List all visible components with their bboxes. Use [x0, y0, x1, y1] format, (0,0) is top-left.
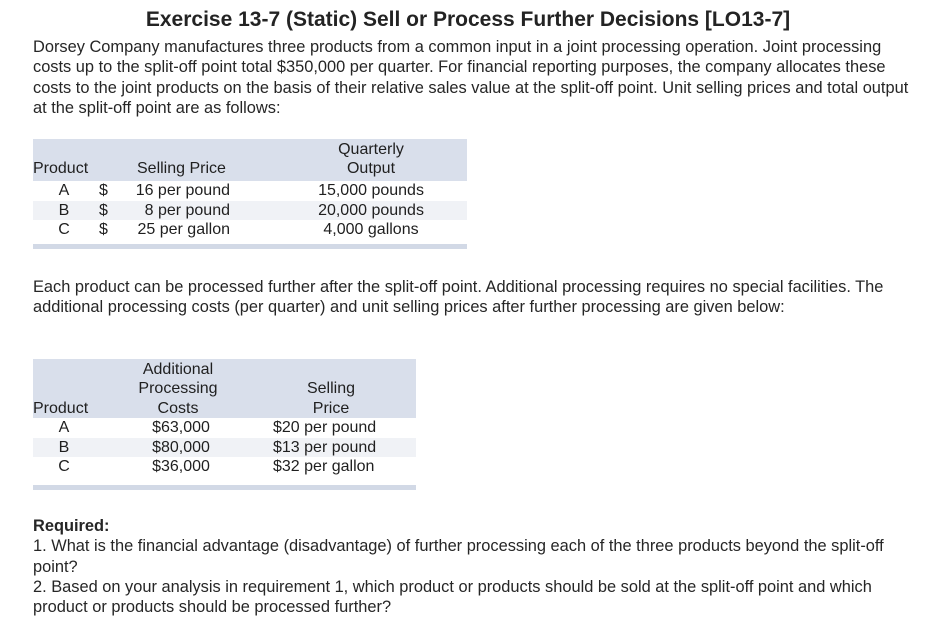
row-product: B [58, 201, 70, 219]
header-product: Product [33, 400, 89, 417]
row-price: $13 per pound [273, 438, 377, 456]
row-price: $32 per gallon [273, 458, 375, 476]
row-price: 16 per pound [135, 182, 230, 199]
further-processing-paragraph: Each product can be processed further af… [33, 278, 884, 317]
split-off-table: Product Selling Price Quarterly Output A… [33, 139, 467, 252]
row-price: 25 per gallon [137, 221, 230, 239]
header-costs-line3: Costs [157, 400, 199, 417]
required-item-2: 2. Based on your analysis in requirement… [33, 577, 872, 617]
header-output-line2: Output [346, 160, 396, 177]
row-cost: $63,000 [152, 419, 210, 436]
row-cost: $80,000 [152, 438, 210, 456]
table-row: B $ 8 per pound 20,000 pounds [33, 200, 467, 221]
table-row: A $ 16 per pound 15,000 pounds [33, 181, 467, 201]
required-item-1: 1. What is the financial advantage (disa… [33, 537, 884, 576]
table-row: C $ 25 per gallon 4,000 gallons [33, 220, 467, 240]
table-row: A $63,000 $20 per pound [33, 418, 416, 438]
row-output: 4,000 gallons [323, 221, 419, 239]
row-product: A [58, 419, 70, 436]
row-output: 15,000 pounds [318, 182, 424, 199]
row-dollar: $ [99, 201, 108, 219]
header-price-line1: Selling [306, 380, 356, 397]
row-price: 8 per pound [144, 201, 230, 219]
row-price: $20 per pound [273, 419, 377, 436]
page-title: Exercise 13-7 (Static) Sell or Process F… [145, 8, 791, 31]
intro-paragraph: Dorsey Company manufactures three produc… [33, 38, 909, 117]
table-row: B $80,000 $13 per pound [33, 437, 416, 458]
header-price-line2: Price [312, 400, 350, 417]
row-cost: $36,000 [152, 458, 210, 476]
table-bottom-rule [33, 485, 416, 490]
header-product: Product [33, 160, 89, 177]
required-heading: Required: [33, 517, 110, 535]
header-selling-price: Selling Price [137, 160, 226, 177]
row-product: A [58, 182, 70, 199]
further-processing-table: Product Additional Processing Costs Sell… [33, 359, 416, 492]
header-output-line1: Quarterly [338, 141, 404, 158]
table-row: C $36,000 $32 per gallon [33, 457, 416, 477]
row-product: B [58, 438, 70, 456]
header-costs-line1: Additional [142, 361, 214, 378]
table-header: Product Additional Processing Costs Sell… [33, 359, 416, 418]
row-product: C [58, 221, 70, 239]
table-header: Product Selling Price Quarterly Output [33, 139, 467, 181]
required-section: Required: 1. What is the financial advan… [33, 516, 913, 617]
header-costs-line2: Processing [138, 380, 218, 397]
row-product: C [58, 458, 70, 476]
row-output: 20,000 pounds [318, 201, 424, 219]
table-bottom-rule [33, 244, 467, 249]
row-dollar: $ [99, 182, 108, 199]
row-dollar: $ [99, 221, 108, 239]
